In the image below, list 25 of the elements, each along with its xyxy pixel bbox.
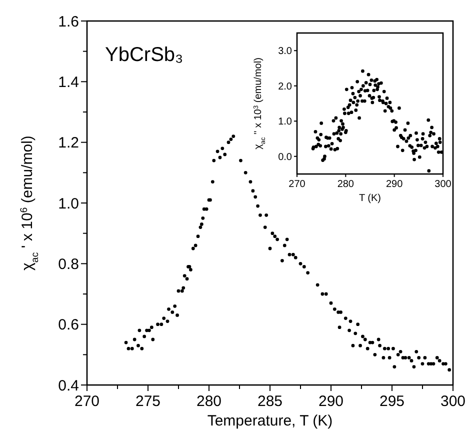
annotation: YbCrSb₃ [105,44,184,66]
x-tick-label: 270 [74,393,100,410]
x-axis-title: Temperature, T (K) [207,412,333,430]
y-tick-label: 1.4 [58,74,79,91]
y-tick-label: 1.6 [58,13,79,30]
x-tick-label: 270 [288,179,306,190]
y-tick-label: 0.8 [58,256,79,273]
x-tick-label: 295 [379,393,405,410]
x-tick-label: 300 [440,393,466,410]
y-tick-label: 1.0 [278,116,292,128]
y-tick-label: 0.0 [278,152,292,163]
y-tick-label: 2.0 [278,81,292,92]
x-tick-label: 285 [257,393,283,410]
y-tick-label: 0.4 [58,377,79,394]
x-tick-label: 280 [337,179,354,190]
x-tick-label: 275 [135,393,161,410]
x-axis-title: T (K) [358,193,382,204]
x-tick-label: 300 [434,179,452,190]
y-tick-label: 3.0 [278,46,292,58]
x-tick-label: 290 [386,179,404,190]
y-tick-label: 1.2 [58,134,79,152]
x-tick-label: 290 [318,393,344,410]
x-tick-label: 280 [196,393,222,410]
y-tick-label: 1.0 [58,195,79,212]
y-tick-label: 0.6 [58,316,79,334]
